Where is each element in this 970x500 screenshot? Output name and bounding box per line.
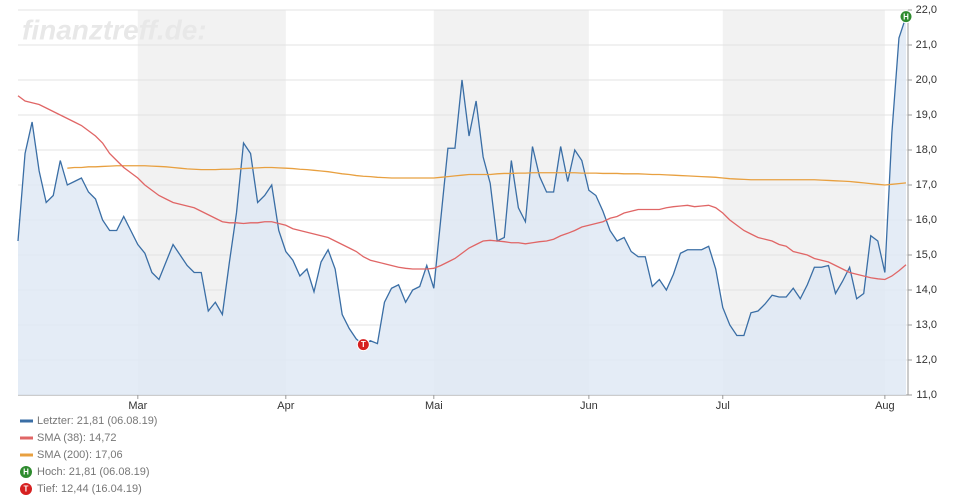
legend-label: Letzter: 21,81 (06.08.19) — [37, 415, 157, 427]
area — [18, 16, 906, 396]
y-tick-label: 18,0 — [916, 144, 937, 156]
x-tick-label: Aug — [875, 400, 895, 412]
legend-icon — [20, 483, 32, 495]
y-tick-label: 11,0 — [916, 389, 937, 401]
legend: Letzter: 21,81 (06.08.19) SMA (38): 14,72… — [20, 415, 157, 495]
y-tick-label: 14,0 — [916, 284, 937, 296]
plot: HT — [17, 10, 913, 396]
legend-icon-label: H — [23, 468, 29, 477]
y-tick-label: 12,0 — [916, 354, 937, 366]
series-line — [17, 16, 907, 346]
y-tick-label: 22,0 — [916, 4, 937, 16]
legend-label: Hoch: 21,81 (06.08.19) — [37, 466, 150, 478]
y-tick-label: 19,0 — [916, 109, 937, 121]
legend-swatch — [20, 453, 33, 457]
x-tick-label: Apr — [277, 400, 294, 412]
y-tick-label: 15,0 — [916, 249, 937, 261]
legend-icon — [20, 466, 32, 478]
y-tick-label: 13,0 — [916, 319, 937, 331]
x-tick-label: Mar — [128, 400, 147, 412]
y-tick-label: 16,0 — [916, 214, 937, 226]
x-tick-label: Jun — [580, 400, 598, 412]
y-tick-label: 17,0 — [916, 179, 937, 191]
legend-label: Tief: 12,44 (16.04.19) — [37, 483, 142, 495]
x-tick-label: Mai — [425, 400, 443, 412]
legend-swatch — [20, 436, 33, 440]
legend-icon-label: T — [24, 485, 29, 494]
marker-label: H — [903, 12, 909, 21]
watermark: finanztreff.de: — [22, 14, 207, 45]
series-line — [67, 165, 907, 186]
legend-label: SMA (200): 17,06 — [37, 449, 123, 461]
y-tick-label: 21,0 — [916, 39, 937, 51]
marker-label: T — [361, 340, 366, 349]
legend-swatch — [20, 419, 33, 423]
x-tick-label: Jul — [716, 400, 730, 412]
series-line — [17, 95, 907, 281]
marker — [356, 338, 370, 352]
marker — [899, 10, 913, 24]
y-tick-label: 20,0 — [916, 74, 937, 86]
legend-label: SMA (38): 14,72 — [37, 432, 117, 444]
